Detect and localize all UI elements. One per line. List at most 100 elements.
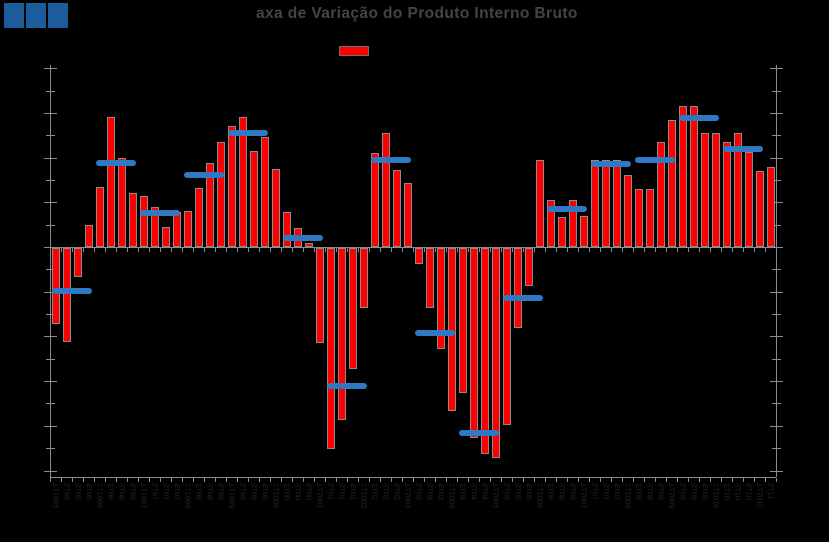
zero-line-tick — [105, 248, 106, 252]
x-axis-label: 3T03 — [425, 483, 435, 501]
bar — [557, 216, 566, 247]
zero-line-tick — [149, 248, 150, 252]
zero-line-tick — [677, 248, 678, 252]
y-axis-tick — [770, 247, 783, 248]
bar — [392, 169, 401, 247]
zero-line-tick — [358, 248, 359, 252]
bar — [590, 159, 599, 247]
annual-average-marker — [723, 145, 763, 152]
zero-line-tick — [479, 248, 480, 252]
annual-average-marker — [591, 161, 631, 168]
zero-line-tick — [732, 248, 733, 252]
logo-square — [48, 3, 68, 28]
zero-line-tick — [127, 248, 128, 252]
bottom-axis-tick — [292, 478, 293, 482]
bar — [194, 187, 203, 247]
bottom-axis-tick — [523, 478, 524, 482]
bottom-axis-tick — [281, 478, 282, 482]
x-axis-label: 2T97 — [150, 483, 160, 501]
bottom-axis-tick — [182, 478, 183, 482]
bottom-axis-tick — [567, 478, 568, 482]
bottom-axis-tick — [622, 478, 623, 482]
zero-line-tick — [633, 248, 634, 252]
bar — [128, 193, 137, 247]
bar — [425, 248, 434, 309]
zero-line-tick — [534, 248, 535, 252]
chart-title: axa de Variação do Produto Interno Bruto — [256, 5, 578, 22]
x-axis-label: 1T1995 — [51, 483, 61, 509]
y-axis-tick — [772, 314, 781, 316]
bottom-axis-tick — [83, 478, 84, 482]
bar — [271, 168, 280, 247]
bottom-axis-tick — [303, 478, 304, 482]
zero-line — [50, 247, 776, 248]
bar — [249, 150, 258, 247]
y-axis-tick — [772, 224, 781, 226]
zero-line-tick — [94, 248, 95, 252]
zero-line-tick — [226, 248, 227, 252]
bar — [73, 248, 82, 278]
bottom-axis-tick — [413, 478, 414, 482]
bottom-axis-tick — [545, 478, 546, 482]
x-axis-label: 3T10 — [733, 483, 743, 501]
bar — [337, 248, 346, 421]
bottom-axis-tick — [710, 478, 711, 482]
bottom-axis-tick — [732, 478, 733, 482]
zero-line-tick — [292, 248, 293, 252]
y-axis-tick — [44, 470, 57, 472]
x-axis-label: 3T07 — [601, 483, 611, 501]
bar — [480, 248, 489, 454]
x-axis-label: 3T95 — [73, 483, 83, 501]
x-axis-label: 4T97 — [172, 483, 182, 501]
bottom-axis-tick — [479, 478, 480, 482]
bottom-axis-tick — [435, 478, 436, 482]
bottom-axis-tick — [160, 478, 161, 482]
x-axis-label: 2T10 — [722, 483, 732, 501]
bar — [634, 188, 643, 247]
bar — [612, 159, 621, 247]
bottom-axis-tick — [105, 478, 106, 482]
bottom-axis-tick — [358, 478, 359, 482]
x-axis-label: 2T98 — [194, 483, 204, 501]
y-axis-tick — [770, 202, 783, 204]
bottom-axis-tick — [457, 478, 458, 482]
x-axis-label: 4T10 — [744, 483, 754, 501]
y-axis-tick — [44, 425, 57, 427]
bar — [711, 133, 720, 247]
x-axis-label: 3T01 — [337, 483, 347, 501]
annual-average-marker — [679, 115, 719, 122]
x-axis-label: 1T2000 — [271, 483, 281, 509]
y-axis-tick — [44, 381, 57, 383]
bottom-axis-tick — [138, 478, 139, 482]
x-axis-label: 1T2010 — [711, 483, 721, 509]
bar — [755, 171, 764, 247]
y-axis-tick — [44, 112, 57, 114]
x-axis-label: 3T98 — [205, 483, 215, 501]
y-axis-tick — [770, 425, 783, 427]
bottom-axis-tick — [468, 478, 469, 482]
bar — [370, 153, 379, 247]
zero-line-tick — [237, 248, 238, 252]
x-axis-label: 2T06 — [546, 483, 556, 501]
y-axis-tick — [46, 135, 55, 137]
y-axis-tick — [44, 291, 57, 293]
y-axis-tick — [770, 112, 783, 114]
zero-line-tick — [490, 248, 491, 252]
x-axis-label: 2T11 — [766, 483, 776, 500]
bar — [447, 248, 456, 412]
zero-line-tick — [512, 248, 513, 252]
zero-line-tick — [413, 248, 414, 252]
x-axis-label: 1T2003 — [403, 483, 413, 509]
x-axis-label: 4T00 — [304, 483, 314, 501]
bottom-axis-tick — [743, 478, 744, 482]
bar — [722, 141, 731, 247]
y-axis-right — [776, 65, 777, 477]
bottom-axis-tick — [72, 478, 73, 482]
zero-line-tick — [710, 248, 711, 252]
bottom-axis-tick — [325, 478, 326, 482]
bar — [205, 163, 214, 247]
bar — [546, 200, 555, 247]
y-axis-tick — [772, 358, 781, 360]
x-axis-label: 4T07 — [612, 483, 622, 501]
x-axis-label: 3T09 — [689, 483, 699, 501]
